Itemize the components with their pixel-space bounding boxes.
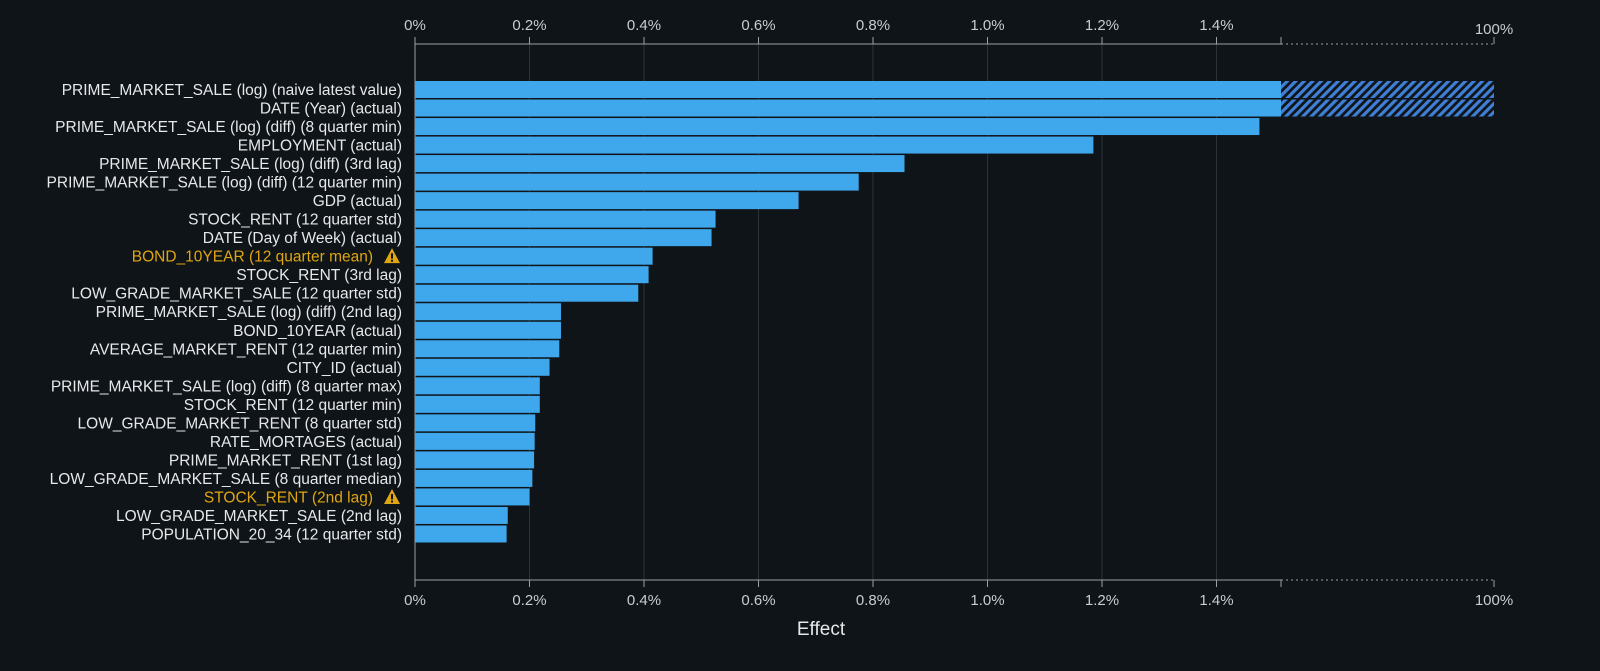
category-label: EMPLOYMENT (actual): [238, 138, 402, 155]
category-label: STOCK_RENT (3rd lag): [236, 267, 402, 284]
category-label: STOCK_RENT (12 quarter min): [184, 397, 402, 414]
x-tick-label-bottom: 0.8%: [856, 592, 890, 609]
bars-layer: [415, 81, 1494, 543]
category-label: PRIME_MARKET_SALE (log) (naive latest va…: [62, 82, 402, 99]
bar: [415, 377, 540, 395]
bar: [415, 173, 859, 191]
category-label: PRIME_MARKET_SALE (log) (diff) (8 quarte…: [55, 119, 402, 136]
warning-mark: [391, 493, 393, 500]
bar: [415, 266, 649, 284]
category-label: DATE (Year) (actual): [260, 101, 402, 118]
bar: [415, 210, 716, 228]
category-label: CITY_ID (actual): [287, 360, 402, 377]
warning-triangle-icon: [384, 248, 400, 264]
bar: [415, 321, 561, 339]
bar: [415, 488, 530, 506]
x-tick-label-top: 0.4%: [627, 17, 661, 34]
category-label: LOW_GRADE_MARKET_RENT (8 quarter std): [78, 415, 402, 432]
bar: [415, 192, 799, 210]
bar: [415, 395, 540, 413]
category-label: GDP (actual): [313, 193, 402, 210]
warning-dot: [391, 259, 393, 262]
category-label: PRIME_MARKET_RENT (1st lag): [169, 452, 402, 469]
x-tick-label-bottom: 1.0%: [970, 592, 1004, 609]
bar: [415, 81, 1281, 98]
category-label: POPULATION_20_34 (12 quarter std): [141, 526, 402, 543]
labels-layer: PRIME_MARKET_SALE (log) (naive latest va…: [47, 82, 402, 543]
bar: [415, 432, 535, 450]
bar: [415, 247, 653, 265]
x-tick-label-bottom: 1.4%: [1199, 592, 1233, 609]
warning-mark: [391, 253, 393, 259]
category-label: STOCK_RENT (12 quarter std): [188, 212, 402, 229]
category-label: PRIME_MARKET_SALE (log) (diff) (3rd lag): [99, 156, 402, 173]
category-label: LOW_GRADE_MARKET_SALE (8 quarter median): [50, 471, 402, 488]
bar: [415, 118, 1260, 136]
x-tick-label-top: 0.2%: [512, 17, 546, 34]
category-label: STOCK_RENT (2nd lag): [204, 489, 373, 506]
category-label: PRIME_MARKET_SALE (log) (diff) (12 quart…: [47, 175, 402, 192]
x-break-label-top: 100%: [1475, 21, 1513, 38]
warning-triangle-icon: [384, 488, 400, 504]
bar: [415, 284, 639, 302]
warning-dot: [391, 500, 393, 503]
bar: [415, 469, 533, 487]
category-label: LOW_GRADE_MARKET_SALE (2nd lag): [116, 508, 402, 525]
bar: [415, 136, 1094, 154]
x-tick-label-top: 1.4%: [1199, 17, 1233, 34]
x-break-label-bottom: 100%: [1475, 592, 1513, 609]
x-tick-label-top: 0.6%: [741, 17, 775, 34]
category-label: PRIME_MARKET_SALE (log) (diff) (2nd lag): [96, 304, 402, 321]
bar: [415, 229, 712, 247]
bar: [415, 506, 508, 524]
bar-overflow: [1281, 81, 1494, 98]
x-tick-label-top: 1.0%: [970, 17, 1004, 34]
bar: [415, 155, 905, 173]
bar-overflow: [1281, 99, 1494, 117]
category-label: PRIME_MARKET_SALE (log) (diff) (8 quarte…: [51, 378, 402, 395]
x-tick-label-top: 0%: [404, 17, 426, 34]
bar: [415, 414, 536, 432]
category-label: BOND_10YEAR (actual): [233, 323, 402, 340]
bar: [415, 340, 560, 358]
x-tick-label-bottom: 1.2%: [1085, 592, 1119, 609]
bar: [415, 303, 561, 321]
category-label: BOND_10YEAR (12 quarter mean): [132, 249, 373, 266]
x-tick-label-bottom: 0%: [404, 592, 426, 609]
x-tick-label-top: 1.2%: [1085, 17, 1119, 34]
x-axis-title: Effect: [797, 619, 846, 640]
category-label: LOW_GRADE_MARKET_SALE (12 quarter std): [71, 286, 402, 303]
category-label: DATE (Day of Week) (actual): [203, 230, 402, 247]
x-tick-label-top: 0.8%: [856, 17, 890, 34]
bar: [415, 525, 507, 543]
category-label: RATE_MORTAGES (actual): [210, 434, 402, 451]
category-label: AVERAGE_MARKET_RENT (12 quarter min): [90, 341, 402, 358]
bar: [415, 99, 1281, 117]
x-tick-label-bottom: 0.4%: [627, 592, 661, 609]
x-tick-label-bottom: 0.6%: [741, 592, 775, 609]
bar: [415, 358, 550, 376]
bar: [415, 451, 535, 469]
x-tick-label-bottom: 0.2%: [512, 592, 546, 609]
